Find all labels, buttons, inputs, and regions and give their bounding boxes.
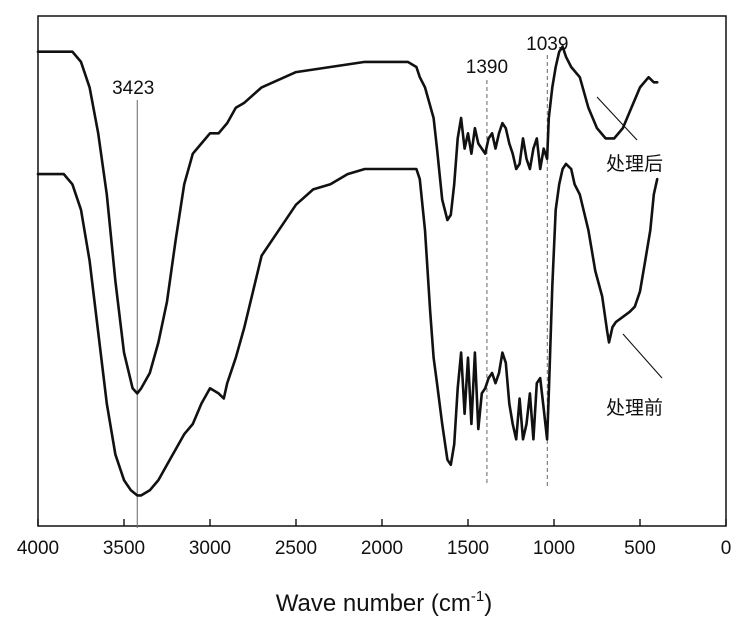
- series-annotation-label: 处理后: [606, 153, 663, 175]
- annotation-leader: [623, 334, 662, 378]
- x-tick-label: 500: [624, 538, 656, 559]
- reference-lines: 3423 1390 1039: [112, 34, 568, 528]
- x-tick-label: 0: [721, 538, 732, 559]
- x-axis-ticks: 4000 3500 3000 2500 2000 1500 1000 500 0: [17, 519, 731, 559]
- reference-line-label: 3423: [112, 78, 154, 99]
- x-tick-label: 3500: [103, 538, 145, 559]
- x-tick-label: 3000: [189, 538, 231, 559]
- x-tick-label: 2000: [361, 538, 403, 559]
- annotations: 处理后处理前: [597, 97, 663, 419]
- reference-line-label: 1039: [526, 34, 568, 55]
- series-lines: [38, 47, 657, 496]
- series-annotation-label: 处理前: [606, 397, 663, 419]
- reference-line-label: 1390: [466, 57, 508, 78]
- x-axis-label: Wave number (cm-1): [276, 588, 493, 617]
- x-tick-label: 1000: [533, 538, 575, 559]
- x-tick-label: 1500: [447, 538, 489, 559]
- x-tick-label: 2500: [275, 538, 317, 559]
- series-line-before: [38, 164, 657, 496]
- x-tick-label: 4000: [17, 538, 59, 559]
